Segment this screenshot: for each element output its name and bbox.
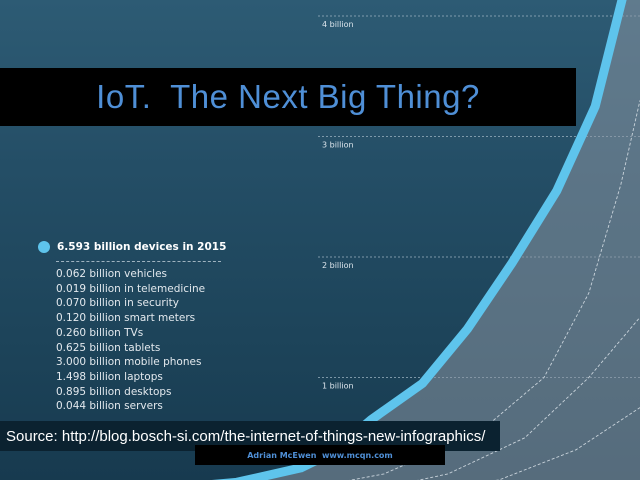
area-fills bbox=[64, 0, 640, 480]
legend-items: 0.062 billion vehicles 0.019 billion in … bbox=[56, 267, 238, 414]
legend-item: 3.000 billion mobile phones bbox=[56, 356, 202, 369]
legend-item: 0.019 billion in telemedicine bbox=[56, 282, 206, 295]
y-tick-labels: 1 billion 2 billion 3 billion 4 billion bbox=[322, 20, 354, 391]
legend-item: 0.070 billion in security bbox=[56, 297, 179, 310]
legend-divider bbox=[56, 261, 221, 262]
y-tick-label: 4 billion bbox=[322, 20, 354, 29]
legend-item: 0.044 billion servers bbox=[56, 400, 163, 413]
legend-item: 1.498 billion laptops bbox=[56, 370, 163, 383]
legend-dot-icon bbox=[38, 241, 50, 253]
legend-header: 6.593 billion devices in 2015 bbox=[38, 238, 238, 256]
legend-item: 0.120 billion smart meters bbox=[56, 312, 196, 325]
legend-item: 0.895 billion desktops bbox=[56, 385, 172, 398]
source-box: Source: http://blog.bosch-si.com/the-int… bbox=[0, 421, 500, 451]
title-bar: IoT. The Next Big Thing? bbox=[0, 68, 576, 126]
legend-item: 0.625 billion tablets bbox=[56, 341, 161, 354]
series-line-3 bbox=[417, 317, 640, 480]
series-line-1 bbox=[211, 0, 627, 480]
legend: 6.593 billion devices in 2015 0.062 bill… bbox=[38, 238, 238, 414]
series-lines bbox=[211, 0, 640, 480]
y-tick-label: 2 billion bbox=[322, 261, 354, 270]
legend-item: 0.260 billion TVs bbox=[56, 326, 144, 339]
source-text: Source: http://blog.bosch-si.com/the-int… bbox=[6, 427, 486, 445]
credit-box: Adrian McEwen www.mcqn.com bbox=[195, 445, 445, 465]
y-tick-label: 1 billion bbox=[322, 382, 354, 391]
area-under-curve bbox=[64, 0, 640, 480]
series-line-2 bbox=[349, 100, 640, 480]
legend-item: 0.062 billion vehicles bbox=[56, 268, 168, 280]
legend-header-text: 6.593 billion devices in 2015 bbox=[57, 241, 227, 253]
slide-title: IoT. The Next Big Thing? bbox=[96, 78, 480, 115]
credit-text: Adrian McEwen www.mcqn.com bbox=[247, 450, 393, 460]
y-tick-label: 3 billion bbox=[322, 141, 354, 150]
